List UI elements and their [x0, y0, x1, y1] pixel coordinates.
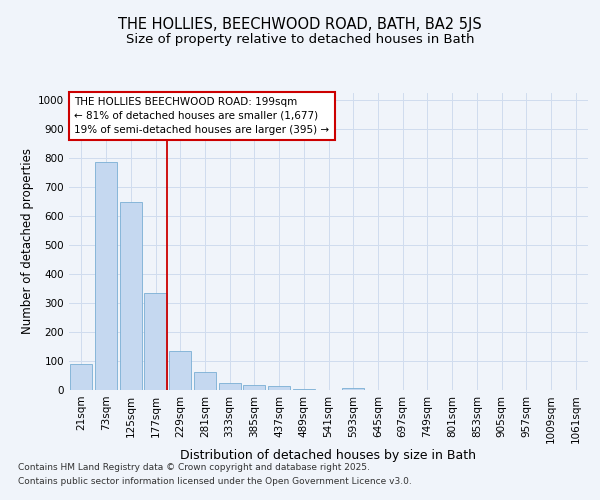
Bar	[293, 388, 315, 390]
Text: THE HOLLIES, BEECHWOOD ROAD, BATH, BA2 5JS: THE HOLLIES, BEECHWOOD ROAD, BATH, BA2 5…	[118, 18, 482, 32]
Text: Contains HM Land Registry data © Crown copyright and database right 2025.: Contains HM Land Registry data © Crown c…	[18, 464, 370, 472]
Bar	[95, 162, 117, 390]
Bar	[268, 386, 290, 390]
Bar	[119, 202, 142, 390]
Text: THE HOLLIES BEECHWOOD ROAD: 199sqm
← 81% of detached houses are smaller (1,677)
: THE HOLLIES BEECHWOOD ROAD: 199sqm ← 81%…	[74, 97, 329, 135]
Y-axis label: Number of detached properties: Number of detached properties	[21, 148, 34, 334]
Bar	[342, 388, 364, 390]
Bar	[145, 293, 167, 390]
Text: Contains public sector information licensed under the Open Government Licence v3: Contains public sector information licen…	[18, 477, 412, 486]
Bar	[70, 364, 92, 390]
Bar	[218, 382, 241, 390]
Text: Size of property relative to detached houses in Bath: Size of property relative to detached ho…	[126, 32, 474, 46]
Bar	[194, 372, 216, 390]
X-axis label: Distribution of detached houses by size in Bath: Distribution of detached houses by size …	[181, 449, 476, 462]
Bar	[243, 385, 265, 390]
Bar	[169, 351, 191, 390]
